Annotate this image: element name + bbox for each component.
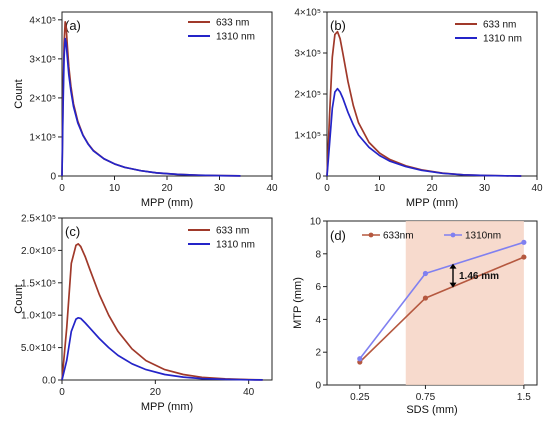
y-tick-label: 4×10⁵	[294, 8, 321, 19]
x-tick-label: 30	[214, 183, 226, 194]
y-tick-label: 0	[315, 172, 321, 183]
annotation-label: 1.46 mm	[459, 271, 499, 282]
legend-label: 633 nm	[483, 20, 516, 31]
y-tick-label: 1.0×10⁵	[21, 311, 56, 322]
chart-panel-2: 0 10 20 30 40 0 1×10⁵ 2×10⁵ 3×10⁵ 4×10⁵ MPP (mm) (b…	[294, 8, 543, 210]
panel-label: (c)	[65, 224, 80, 239]
y-tick-label: 8	[315, 249, 321, 260]
y-tick-label: 5.0×10⁴	[21, 343, 56, 354]
y-tick-label: 1×10⁵	[29, 132, 56, 143]
legend-label: 633 nm	[216, 18, 249, 29]
legend-label: 1310nm	[465, 231, 501, 242]
x-tick-label: 0	[324, 183, 330, 194]
y-tick-label: 1.5×10⁵	[21, 278, 56, 289]
y-axis-label: Count	[13, 284, 25, 313]
x-tick-label: 30	[479, 183, 491, 194]
data-point	[521, 254, 527, 260]
x-tick-label: 10	[109, 183, 121, 194]
data-point	[422, 270, 429, 277]
x-axis-label: MPP (mm)	[141, 197, 193, 209]
series-line-2	[61, 316, 263, 381]
legend-label: 1310 nm	[483, 34, 522, 45]
x-tick-label: 0	[59, 387, 65, 398]
legend-marker	[368, 232, 374, 238]
panel-label: (b)	[330, 18, 346, 33]
x-tick-label: 20	[150, 387, 162, 398]
plot-frame	[61, 217, 273, 381]
x-axis-label: SDS (mm)	[406, 404, 457, 416]
series-line-2	[326, 87, 522, 177]
x-axis-label: MPP (mm)	[141, 401, 193, 413]
series-line-1	[326, 30, 522, 177]
x-tick-label: 0.75	[416, 392, 436, 403]
y-tick-label: 1×10⁵	[294, 131, 321, 142]
x-tick-label: 20	[161, 183, 173, 194]
chart-panel-3: 0 20 40 0.0 5.0×10⁴ 1.0×10⁵ 1.5×10⁵ 2.0×10⁵ 2.5×…	[13, 214, 273, 413]
x-tick-label: 40	[266, 183, 278, 194]
y-tick-label: 4×10⁵	[29, 15, 56, 26]
x-tick-label: 40	[243, 387, 255, 398]
data-point	[357, 356, 363, 362]
series-line-1	[61, 243, 263, 381]
panel-label: (a)	[65, 18, 81, 33]
y-tick-label: 2.5×10⁵	[21, 214, 56, 225]
x-axis-label: MPP (mm)	[406, 197, 458, 209]
y-tick-label: 3×10⁵	[29, 54, 56, 65]
y-tick-label: 6	[315, 282, 321, 293]
series-line-2	[61, 37, 241, 177]
annotation-arrowhead-up	[449, 263, 457, 269]
y-tick-label: 2×10⁵	[29, 93, 56, 104]
x-tick-label: 1.5	[517, 392, 531, 403]
legend-label: 1310 nm	[216, 32, 255, 43]
legend-label: 633 nm	[216, 226, 249, 237]
y-tick-label: 3×10⁵	[294, 49, 321, 60]
y-tick-label: 0	[50, 172, 56, 183]
y-tick-label: 10	[310, 217, 322, 228]
x-tick-label: 40	[531, 183, 543, 194]
y-tick-label: 2×10⁵	[294, 90, 321, 101]
y-tick-label: 0	[315, 381, 321, 392]
x-tick-label: 10	[374, 183, 386, 194]
x-tick-label: 0.25	[350, 392, 370, 403]
y-axis-label: MTP (mm)	[292, 277, 304, 329]
shaded-region	[405, 221, 524, 385]
data-point	[521, 239, 527, 245]
x-tick-label: 20	[426, 183, 438, 194]
legend-marker	[450, 232, 456, 238]
y-tick-label: 2	[315, 348, 321, 359]
y-tick-label: 2.0×10⁵	[21, 246, 56, 257]
data-point	[422, 295, 429, 301]
chart-panel-1: 0 10 20 30 40 0 1×10⁵ 2×10⁵ 3×10⁵ 4×10⁵ MPP (mm) Co…	[13, 11, 278, 209]
y-tick-label: 0.0	[42, 376, 56, 387]
y-axis-label: Count	[13, 79, 25, 108]
panel-label: (d)	[330, 228, 346, 243]
legend-label: 633nm	[383, 231, 414, 242]
series-line-1	[61, 20, 241, 177]
legend-label: 1310 nm	[216, 240, 255, 251]
x-tick-label: 0	[59, 183, 65, 194]
annotation-arrowhead-down	[449, 282, 457, 288]
y-tick-label: 4	[315, 315, 321, 326]
chart-panel-4: 0.25 0.75 1.5 0 2 4 6 8 10 SDS (mm) MTP (mm) (d) 633…	[292, 217, 538, 416]
